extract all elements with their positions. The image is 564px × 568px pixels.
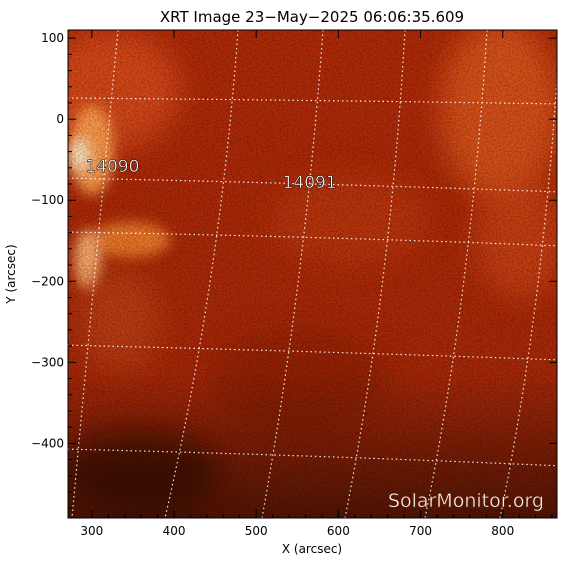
region-label: 14090 <box>85 157 139 177</box>
grid-parallel <box>68 231 557 247</box>
grid-meridian <box>344 30 406 518</box>
y-tick-label: 100 <box>41 31 64 45</box>
region-labels: 14090 14091 <box>85 157 337 194</box>
x-tick-label: 600 <box>327 524 350 538</box>
x-tick-label: 500 <box>245 524 268 538</box>
y-tick-label: −200 <box>31 274 64 288</box>
x-tick-label: 400 <box>163 524 186 538</box>
grid-parallel <box>68 448 557 467</box>
heliographic-grid <box>68 30 557 518</box>
y-tick-label: −400 <box>31 436 64 450</box>
grid-meridian <box>261 30 324 518</box>
region-label: 14091 <box>283 173 337 193</box>
x-tick-label: 800 <box>491 524 514 538</box>
y-tick-label: 0 <box>56 112 64 126</box>
grid-parallel <box>68 344 557 361</box>
x-tick-label: 700 <box>409 524 432 538</box>
grid-meridian <box>71 30 119 518</box>
y-axis-label: Y (arcsec) <box>4 244 18 304</box>
x-tick-label: 300 <box>80 524 103 538</box>
grid-meridian <box>499 69 557 518</box>
grid-meridian <box>164 30 239 518</box>
watermark: SolarMonitor.org <box>388 490 544 512</box>
y-tick-label: −100 <box>31 193 64 207</box>
grid-parallel <box>68 97 557 105</box>
x-axis-label: X (arcsec) <box>282 542 342 556</box>
y-tick-label: −300 <box>31 355 64 369</box>
axis-ticks: 300 400 500 600 700 800 100 0 −100 −200 −300 −400 <box>31 30 557 538</box>
solar-image: 14090 14091 <box>68 30 557 518</box>
plot-frame <box>67 29 558 519</box>
grid-meridian <box>424 30 488 518</box>
plot-title: XRT Image 23−May−2025 06:06:35.609 <box>160 8 464 26</box>
grid-parallel <box>68 177 557 193</box>
